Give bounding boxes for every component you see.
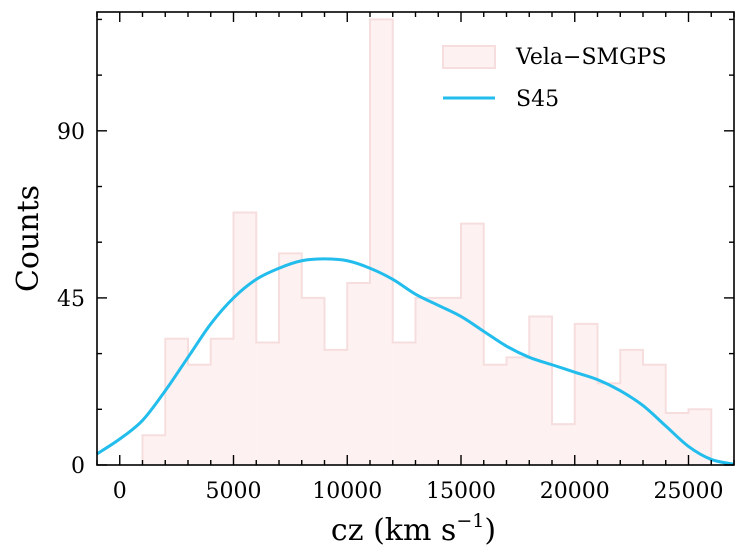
y-tick-label: 90 (57, 120, 85, 145)
histogram-bar (165, 338, 188, 465)
histogram-bar (324, 349, 348, 465)
x-tick-label: 5000 (206, 479, 262, 504)
histogram-bar (665, 413, 689, 465)
x-tick-label: 20000 (540, 479, 610, 504)
x-axis-label-close: ) (484, 513, 496, 548)
histogram-bar (301, 297, 325, 465)
y-axis-label: Counts (11, 185, 46, 292)
histogram-bar (233, 212, 257, 465)
x-axis-label-main: cz (km s (331, 513, 456, 548)
legend-label-s45: S45 (516, 87, 559, 112)
histogram-bar (370, 19, 393, 465)
x-tick-label: 25000 (654, 479, 724, 504)
x-axis-label-superscript: −1 (456, 510, 484, 532)
histogram-bar (279, 253, 302, 465)
histogram-bar (552, 424, 575, 465)
legend: Vela−SMGPS S45 (442, 45, 667, 112)
histogram-bar (529, 316, 552, 465)
legend-swatch-vela-smgps (442, 45, 496, 69)
x-tick-label: 10000 (312, 479, 382, 504)
x-axis-label: cz (km s−1) (331, 510, 496, 548)
y-tick-labels: 0 45 90 (57, 120, 85, 479)
histogram-bar (461, 223, 484, 465)
histogram-bar (506, 357, 530, 465)
plot-frame (96, 11, 735, 466)
x-tick-label: 0 (113, 479, 127, 504)
legend-label-vela-smgps: Vela−SMGPS (515, 45, 667, 70)
histogram-bars (142, 19, 712, 465)
histogram-bar (597, 383, 621, 465)
x-tick-label: 15000 (426, 479, 496, 504)
histogram-bar (210, 338, 234, 465)
y-tick-label: 45 (57, 287, 85, 312)
histogram-bar (188, 364, 211, 465)
histogram-bar (347, 283, 370, 465)
histogram-bar (392, 342, 416, 465)
y-tick-label: 0 (71, 454, 85, 479)
histogram-bar (620, 349, 643, 465)
histogram-bar (415, 297, 439, 465)
axis-ticks (96, 12, 735, 466)
histogram-bar (256, 342, 279, 465)
x-tick-labels: 0 5000 10000 15000 20000 25000 (113, 479, 724, 504)
histogram-bar (574, 323, 598, 465)
histogram-bar (483, 364, 507, 465)
histogram-bar (438, 297, 461, 465)
kde-line-s45 (96, 257, 735, 466)
histogram-bar (142, 435, 166, 465)
